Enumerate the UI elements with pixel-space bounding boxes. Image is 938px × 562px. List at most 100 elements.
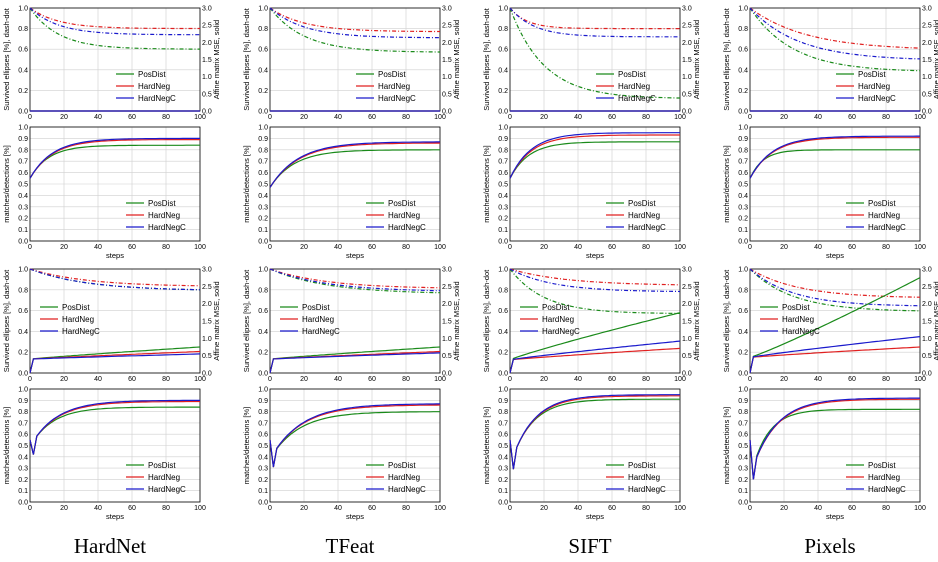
legend-label-posdist: PosDist bbox=[138, 70, 166, 79]
y-tick-label: 1.0 bbox=[258, 267, 268, 274]
legend-label-hardneg: HardNeg bbox=[618, 82, 650, 91]
y-right-tick-label: 1.5 bbox=[682, 57, 692, 64]
series-survived-hardneg bbox=[749, 7, 921, 49]
y-axis-label: matches/detections [%] bbox=[722, 407, 731, 485]
y-right-tick-label: 1.5 bbox=[682, 319, 692, 326]
series-matches-hardneg bbox=[749, 136, 920, 179]
y-tick-label: 0.9 bbox=[738, 136, 748, 143]
y-tick-label: 0.8 bbox=[498, 287, 508, 294]
y-tick-label: 0.1 bbox=[738, 227, 748, 234]
y-right-tick-label: 0.5 bbox=[202, 353, 212, 360]
y-tick-label: 0.2 bbox=[498, 350, 508, 357]
y-tick-label: 0.8 bbox=[498, 409, 508, 416]
y-tick-label: 0.5 bbox=[18, 443, 28, 450]
y-tick-label: 0.6 bbox=[18, 308, 28, 315]
legend-label-posdist: PosDist bbox=[388, 461, 416, 470]
series-survived-hardneg bbox=[269, 7, 440, 33]
y-tick-label: 0.6 bbox=[738, 308, 748, 315]
legend-label-posdist: PosDist bbox=[782, 303, 810, 312]
series-survived-hardnegc bbox=[269, 268, 440, 292]
x-tick-label: 0 bbox=[748, 505, 752, 512]
panel-b-pixels: 0 20 40 60 80 100 0.0 0.1 0.2 0.3 0.4 0.5 0.6 0.7 0.8 0… bbox=[722, 125, 926, 261]
y-right-tick-label: 0.5 bbox=[922, 91, 932, 98]
plot-frame bbox=[269, 268, 441, 374]
panel-d-pixels: 0 20 40 60 80 100 0.0 0.1 0.2 0.3 0.4 0.5 0.6 0.7 0.8 0… bbox=[722, 387, 926, 522]
x-axis-label: steps bbox=[586, 512, 604, 521]
legend-label-hardnegc: HardNegC bbox=[148, 223, 186, 232]
x-tick-label: 20 bbox=[540, 244, 548, 251]
legend-label-hardnegc: HardNegC bbox=[782, 327, 820, 336]
legend-label-hardnegc: HardNegC bbox=[618, 94, 656, 103]
x-tick-label: 20 bbox=[540, 114, 548, 121]
series-matches-hardnegc bbox=[269, 141, 440, 188]
series-mse-posdist bbox=[29, 346, 201, 374]
x-tick-label: 20 bbox=[780, 505, 788, 512]
series-survived-hardneg bbox=[29, 268, 201, 287]
legend-label-hardnegc: HardNegC bbox=[388, 223, 426, 232]
y-tick-label: 0.1 bbox=[258, 488, 268, 495]
series-mse-posdist bbox=[749, 277, 921, 374]
y-tick-label: 0.6 bbox=[498, 47, 508, 54]
panel-a-hardnet: 0 20 40 60 80 1000.00.20.40.60.81.00.00.51.01… bbox=[2, 6, 221, 122]
y-tick-label: 0.6 bbox=[498, 308, 508, 315]
column-title-sift: SIFT bbox=[568, 534, 611, 558]
legend-label-posdist: PosDist bbox=[868, 199, 896, 208]
y-right-axis-label: Affine matrix MSE, solid bbox=[932, 281, 938, 360]
x-tick-label: 60 bbox=[128, 114, 136, 121]
x-tick-label: 20 bbox=[300, 114, 308, 121]
legend-label-hardneg: HardNeg bbox=[388, 473, 420, 482]
x-tick-label: 0 bbox=[268, 244, 272, 251]
y-tick-label: 0.0 bbox=[498, 109, 508, 116]
series-matches-hardneg bbox=[269, 142, 440, 188]
x-tick-label: 60 bbox=[608, 114, 616, 121]
series-matches-posdist bbox=[269, 149, 440, 188]
legend-label-posdist: PosDist bbox=[868, 461, 896, 470]
y-right-tick-label: 3.0 bbox=[442, 6, 452, 13]
x-axis-label: steps bbox=[586, 251, 604, 260]
y-tick-label: 0.6 bbox=[258, 432, 268, 439]
x-tick-label: 100 bbox=[434, 505, 446, 512]
y-right-tick-label: 2.5 bbox=[202, 23, 212, 30]
series-matches-hardnegc bbox=[749, 397, 920, 480]
y-tick-label: 0.0 bbox=[738, 109, 748, 116]
panel-c-tfeat: 0 20 40 60 80 1000.00.20.40.60.81.00.00.51.01… bbox=[242, 267, 461, 384]
y-axis-label: matches/detections [%] bbox=[2, 407, 11, 485]
legend-label-hardneg: HardNeg bbox=[868, 211, 900, 220]
series-matches-posdist bbox=[269, 411, 440, 468]
x-tick-label: 100 bbox=[194, 376, 206, 383]
y-tick-label: 0.4 bbox=[18, 329, 28, 336]
y-tick-label: 1.0 bbox=[498, 6, 508, 13]
y-tick-label: 0.4 bbox=[498, 454, 508, 461]
series-matches-hardnegc bbox=[509, 394, 680, 470]
x-tick-label: 80 bbox=[402, 505, 410, 512]
legend-label-posdist: PosDist bbox=[148, 461, 176, 470]
series-survived-posdist bbox=[509, 7, 680, 99]
y-tick-label: 0.1 bbox=[258, 227, 268, 234]
y-right-tick-label: 1.5 bbox=[202, 57, 212, 64]
y-right-tick-label: 0.5 bbox=[682, 353, 692, 360]
x-tick-label: 0 bbox=[268, 114, 272, 121]
y-right-tick-label: 1.0 bbox=[202, 336, 212, 343]
y-tick-label: 0.8 bbox=[738, 287, 748, 294]
panel-c-sift: 0 20 40 60 80 1000.00.20.40.60.81.00.00.51.01… bbox=[482, 267, 701, 384]
y-tick-label: 0.2 bbox=[738, 88, 748, 95]
legend-label-posdist: PosDist bbox=[148, 199, 176, 208]
series-survived-posdist bbox=[749, 7, 921, 72]
series-mse-hardneg bbox=[749, 346, 921, 374]
series-mse-posdist bbox=[269, 346, 441, 374]
y-right-tick-label: 1.0 bbox=[442, 336, 452, 343]
y-right-tick-label: 0.5 bbox=[922, 353, 932, 360]
legend-label-hardnegc: HardNegC bbox=[138, 94, 176, 103]
y-right-tick-label: 2.0 bbox=[442, 301, 452, 308]
y-tick-label: 0.2 bbox=[18, 477, 28, 484]
x-tick-label: 80 bbox=[162, 244, 170, 251]
y-right-tick-label: 1.0 bbox=[442, 74, 452, 81]
y-tick-label: 0.0 bbox=[258, 239, 268, 246]
series-matches-hardnegc bbox=[509, 132, 680, 179]
y-tick-label: 0.7 bbox=[18, 420, 28, 427]
series-matches-posdist bbox=[749, 149, 920, 179]
y-tick-label: 1.0 bbox=[18, 387, 28, 394]
y-right-tick-label: 3.0 bbox=[682, 6, 692, 13]
y-right-axis-label: Affine matrix MSE, solid bbox=[452, 281, 461, 360]
x-tick-label: 0 bbox=[268, 505, 272, 512]
